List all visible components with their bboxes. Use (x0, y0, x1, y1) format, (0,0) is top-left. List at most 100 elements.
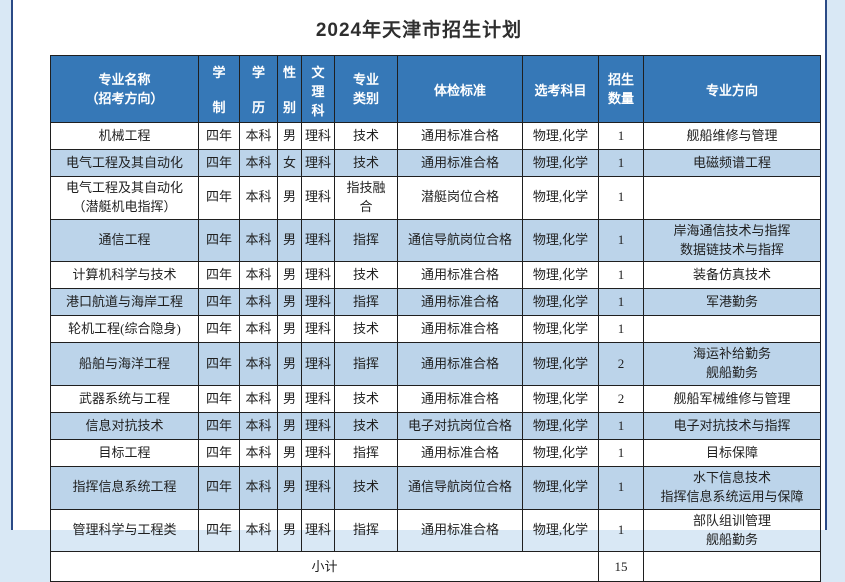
table-row: 港口航道与海岸工程 四年 本科男理科 指挥 通用标准合格 物理,化学 1 军港勤务 (50, 288, 821, 317)
cell-duration: 四年 (198, 176, 240, 220)
cell-category: 指挥 (334, 218, 398, 263)
cell-subjects: 物理,化学 (522, 149, 599, 177)
cell-quota: 1 (598, 149, 644, 177)
cell-category: 技术 (334, 261, 398, 290)
cell-degree: 本科 (239, 315, 278, 344)
header-major: 专业名称 （招考方向） (50, 55, 199, 123)
cell-medical: 通用标准合格 (397, 261, 523, 290)
cell-track: 理科 (301, 288, 335, 317)
table-header: 专业名称 （招考方向） 学制 学历 性别 文理科 专业 类别 体检标准 选考科目… (50, 55, 821, 123)
cell-quota: 1 (598, 412, 644, 441)
table-body: 机械工程 四年 本科男理科 技术 通用标准合格 物理,化学 1 舰船维修与管理 电气工程及其自动… (50, 122, 821, 553)
cell-gender: 男 (277, 412, 302, 441)
table-row: 计算机科学与技术 四年 本科男理科 技术 通用标准合格 物理,化学 1 装备仿真技术 (50, 261, 821, 290)
cell-major: 港口航道与海岸工程 (50, 288, 199, 317)
cell-degree: 本科 (239, 508, 278, 553)
cell-degree: 本科 (239, 342, 278, 387)
table-row: 管理科学与工程类 四年 本科男理科 指挥 通用标准合格 物理,化学 1 部队组训管理 舰船勤务 (50, 508, 821, 553)
cell-direction: 军港勤务 (643, 288, 821, 317)
cell-direction: 舰船维修与管理 (643, 122, 821, 150)
cell-medical: 电子对抗岗位合格 (397, 412, 523, 441)
cell-track: 理科 (301, 218, 335, 263)
cell-track: 理科 (301, 315, 335, 344)
table-row: 目标工程 四年 本科男理科 指挥 通用标准合格 物理,化学 1 目标保障 (50, 439, 821, 468)
cell-medical: 通用标准合格 (397, 288, 523, 317)
header-quota: 招生 数量 (598, 55, 644, 123)
table-row: 武器系统与工程 四年 本科男理科 技术 通用标准合格 物理,化学 2 舰船军械维修与管理 (50, 385, 821, 414)
cell-duration: 四年 (198, 261, 240, 290)
cell-direction (643, 315, 821, 344)
cell-track: 理科 (301, 466, 335, 510)
cell-degree: 本科 (239, 149, 278, 177)
cell-major: 机械工程 (50, 122, 199, 150)
cell-category: 技术 (334, 385, 398, 414)
table-row: 指挥信息系统工程 四年 本科男理科 技术 通信导航岗位合格 物理,化学 1 水下信息技术 指挥… (50, 466, 821, 510)
cell-category: 技术 (334, 315, 398, 344)
cell-medical: 通用标准合格 (397, 508, 523, 553)
cell-subjects: 物理,化学 (522, 466, 599, 510)
cell-degree: 本科 (239, 122, 278, 150)
page-title: 2024年天津市招生计划 (315, 20, 523, 41)
cell-quota: 2 (598, 342, 644, 387)
cell-gender: 女 (277, 149, 302, 177)
cell-degree: 本科 (239, 218, 278, 263)
cell-direction: 目标保障 (643, 439, 821, 468)
enrollment-plan-table: 专业名称 （招考方向） 学制 学历 性别 文理科 专业 类别 体检标准 选考科目… (50, 55, 821, 582)
table-row: 轮机工程(综合隐身) 四年 本科男理科 技术 通用标准合格 物理,化学 1 (50, 315, 821, 344)
cell-quota: 1 (598, 122, 644, 150)
page-card: 2024年天津市招生计划 专业名称 （招考方向） 学制 学历 性别 文理科 专业… (11, 0, 827, 582)
cell-duration: 四年 (198, 288, 240, 317)
cell-medical: 通用标准合格 (397, 385, 523, 414)
cell-track: 理科 (301, 508, 335, 553)
cell-track: 理科 (301, 261, 335, 290)
cell-track: 理科 (301, 149, 335, 177)
cell-subjects: 物理,化学 (522, 122, 599, 150)
cell-quota: 1 (598, 218, 644, 263)
cell-major: 目标工程 (50, 439, 199, 468)
subtotal-row: 小计 15 (50, 551, 821, 582)
subtotal-direction-empty (643, 551, 821, 582)
cell-quota: 1 (598, 315, 644, 344)
header-category: 专业 类别 (334, 55, 398, 123)
cell-major: 管理科学与工程类 (50, 508, 199, 553)
cell-subjects: 物理,化学 (522, 315, 599, 344)
cell-track: 理科 (301, 439, 335, 468)
cell-track: 理科 (301, 412, 335, 441)
cell-track: 理科 (301, 176, 335, 220)
subtotal-label: 小计 (50, 551, 599, 582)
table-footer: 小计 15 (50, 551, 821, 582)
cell-category: 指挥 (334, 508, 398, 553)
header-duration: 学制 (198, 55, 240, 123)
cell-subjects: 物理,化学 (522, 412, 599, 441)
cell-duration: 四年 (198, 385, 240, 414)
cell-gender: 男 (277, 176, 302, 220)
cell-direction: 舰船军械维修与管理 (643, 385, 821, 414)
cell-quota: 1 (598, 466, 644, 510)
subtotal-total: 15 (598, 551, 644, 582)
cell-category: 技术 (334, 412, 398, 441)
cell-duration: 四年 (198, 466, 240, 510)
cell-gender: 男 (277, 261, 302, 290)
cell-direction: 装备仿真技术 (643, 261, 821, 290)
cell-major: 船舶与海洋工程 (50, 342, 199, 387)
cell-medical: 潜艇岗位合格 (397, 176, 523, 220)
cell-medical: 通信导航岗位合格 (397, 466, 523, 510)
cell-direction: 电磁频谱工程 (643, 149, 821, 177)
cell-subjects: 物理,化学 (522, 176, 599, 220)
cell-category: 技术 (334, 466, 398, 510)
cell-gender: 男 (277, 218, 302, 263)
cell-degree: 本科 (239, 261, 278, 290)
cell-gender: 男 (277, 508, 302, 553)
header-track: 文理科 (301, 55, 335, 123)
cell-direction: 部队组训管理 舰船勤务 (643, 508, 821, 553)
cell-track: 理科 (301, 385, 335, 414)
table-row: 电气工程及其自动化 （潜艇机电指挥） 四年 本科男理科 指技融 合潜艇岗位合格 物理,化… (50, 176, 821, 220)
cell-degree: 本科 (239, 385, 278, 414)
cell-subjects: 物理,化学 (522, 439, 599, 468)
header-degree: 学历 (239, 55, 278, 123)
cell-duration: 四年 (198, 315, 240, 344)
cell-quota: 1 (598, 176, 644, 220)
cell-gender: 男 (277, 439, 302, 468)
cell-category: 指挥 (334, 439, 398, 468)
cell-subjects: 物理,化学 (522, 385, 599, 414)
